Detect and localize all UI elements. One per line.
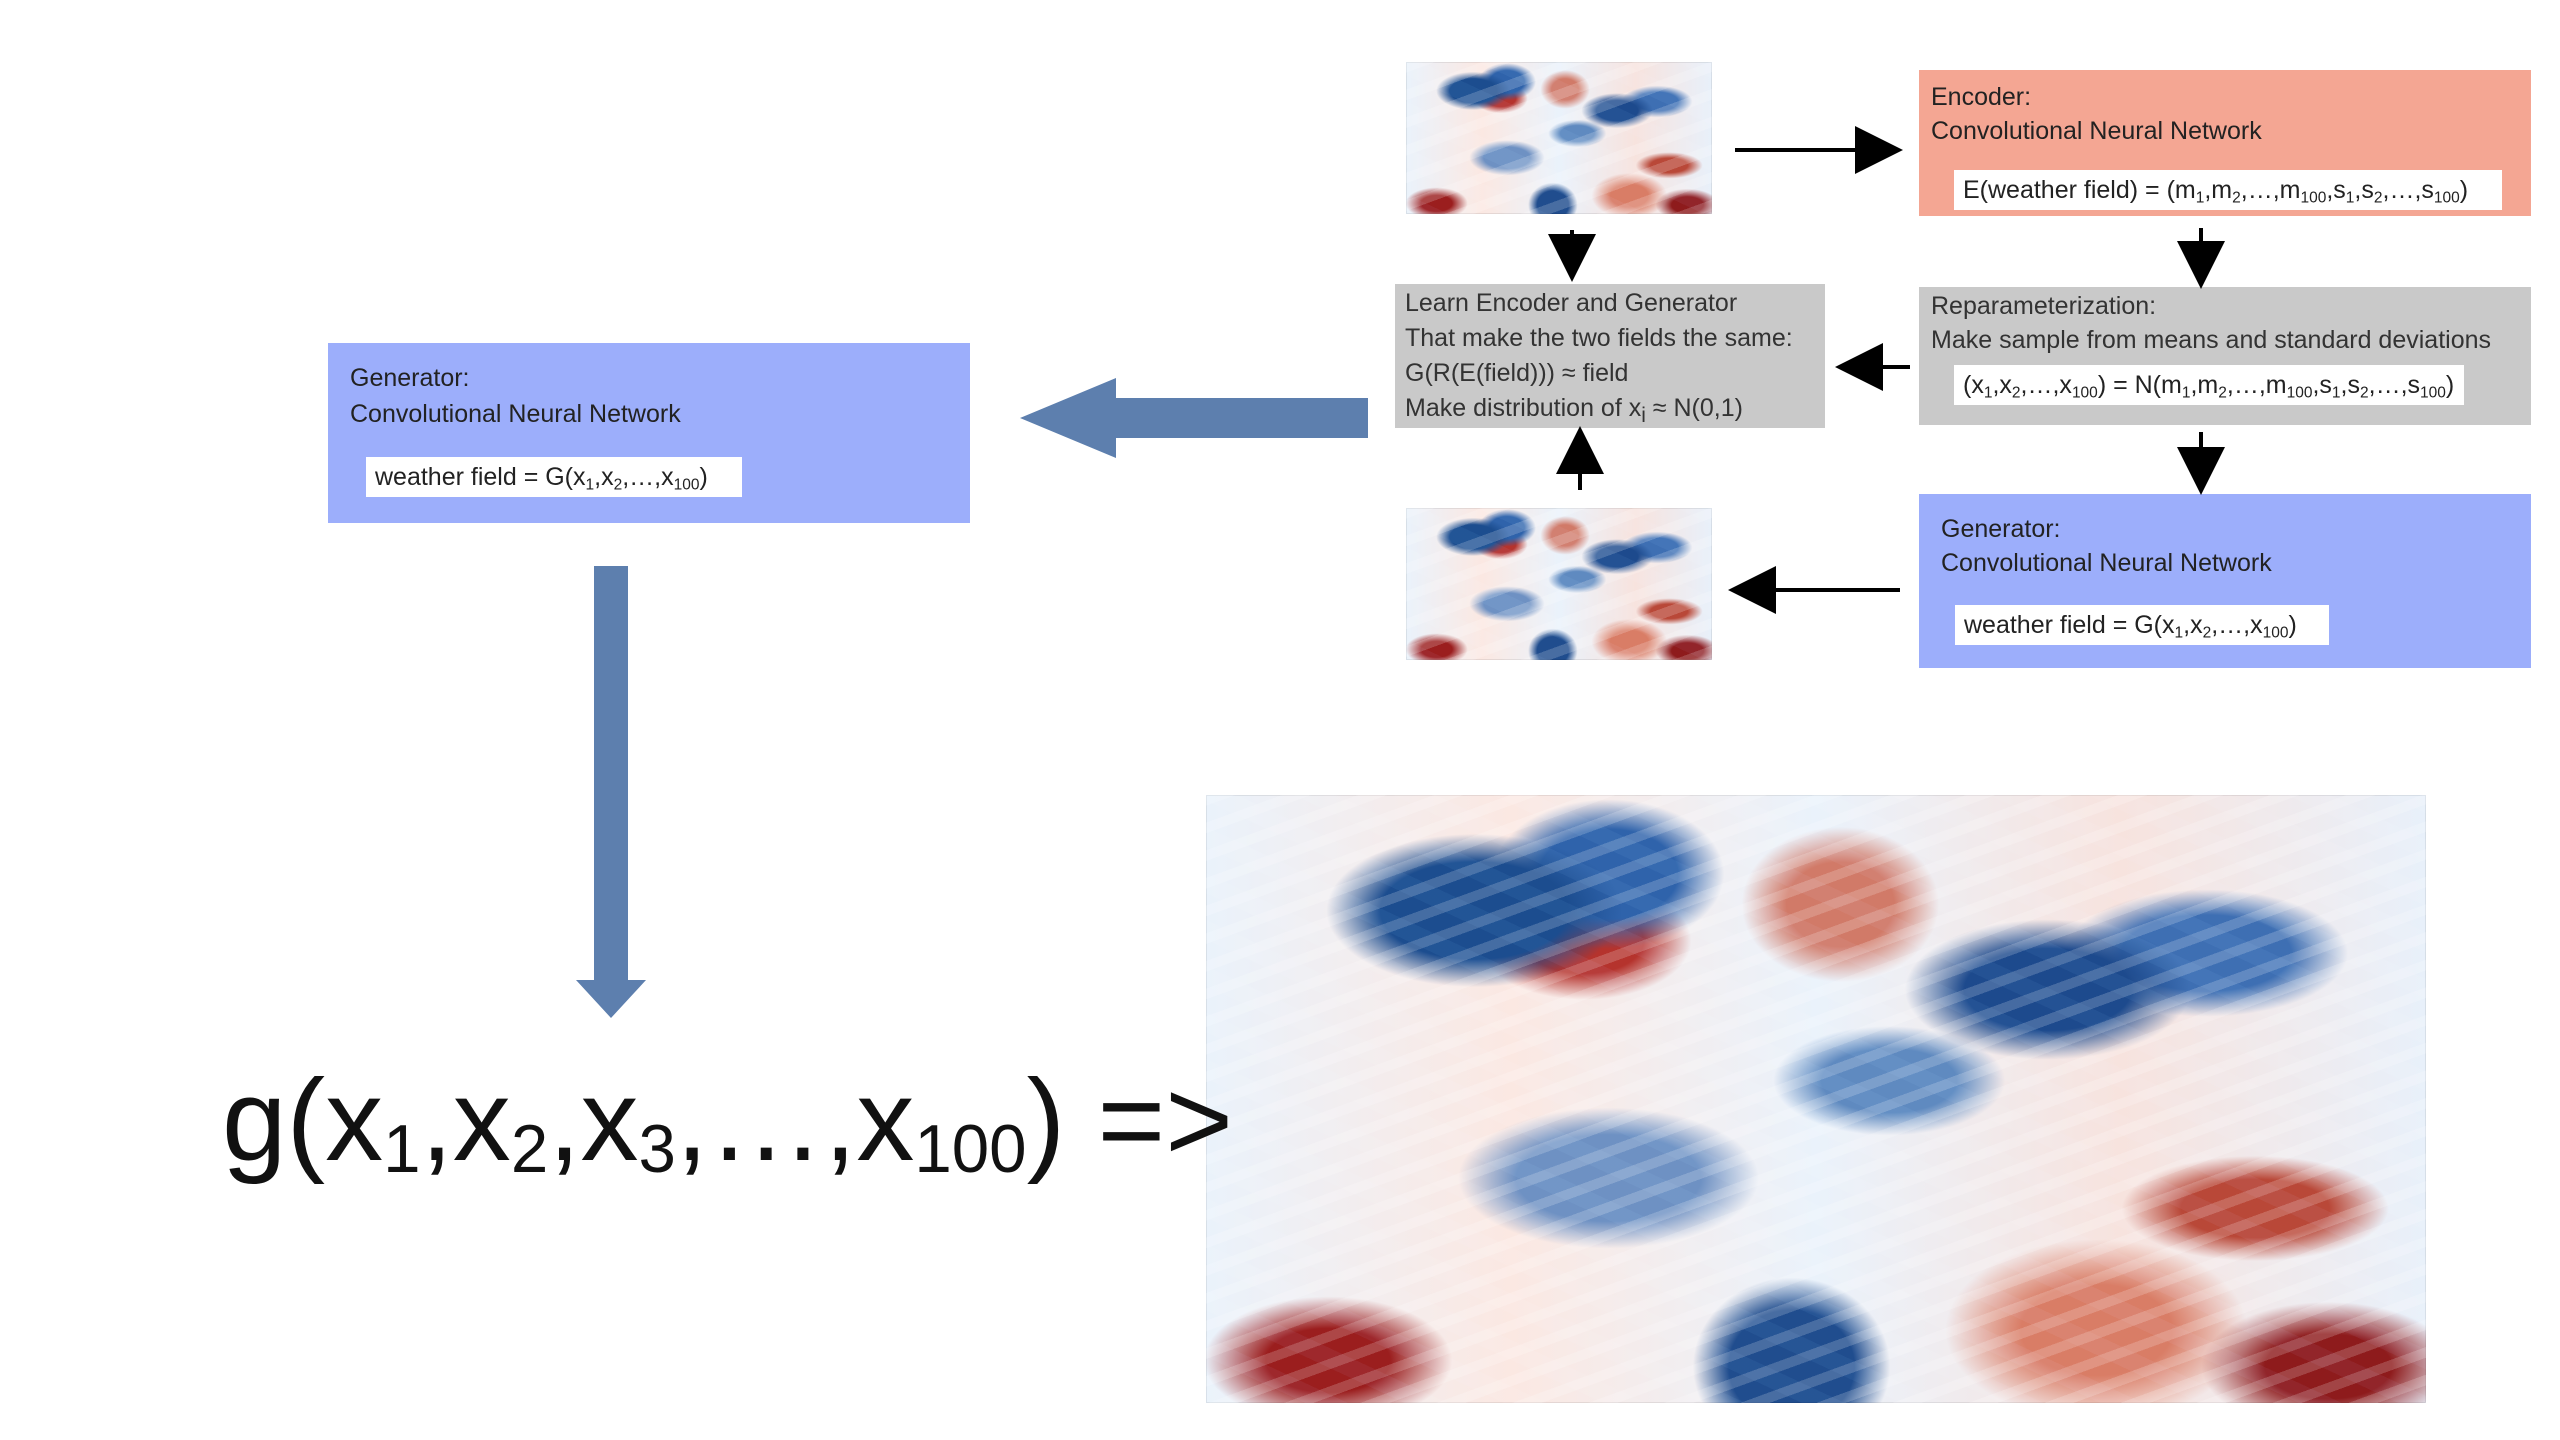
- reconstructed-weather-map: [1406, 508, 1712, 660]
- generator-title-left: Generator:: [350, 364, 470, 392]
- generator-subtitle-left: Convolutional Neural Network: [350, 400, 681, 428]
- big-left-arrow: [1020, 378, 1368, 458]
- input-weather-map: [1406, 62, 1712, 214]
- encoder-title: Encoder:: [1931, 83, 2032, 111]
- encoder-formula: E(weather field) = (m1,m2,…,m100,s1,s2,……: [1954, 170, 2502, 210]
- learn-line-1: Learn Encoder and Generator: [1405, 289, 1738, 317]
- learn-box: Learn Encoder and Generator That make th…: [1395, 284, 1825, 428]
- generated-weather-map: [1206, 795, 2426, 1403]
- generator-function-label: g(x1,x2,x3,…,x100) =>: [222, 1055, 1233, 1188]
- big-down-arrow: [576, 566, 646, 1018]
- generator-formula-left: weather field = G(x1,x2,…,x100): [366, 457, 742, 497]
- reparameterization-formula: (x1,x2,…,x100) = N(m1,m2,…,m100,s1,s2,…,…: [1954, 365, 2464, 405]
- generator-subtitle-right: Convolutional Neural Network: [1941, 549, 2272, 577]
- reparameterization-box: Reparameterization: Make sample from mea…: [1919, 287, 2531, 425]
- encoder-subtitle: Convolutional Neural Network: [1931, 117, 2262, 145]
- generator-box-right: Generator: Convolutional Neural Network …: [1919, 494, 2531, 668]
- learn-line-2: That make the two fields the same:: [1405, 324, 1793, 352]
- generator-box-left: Generator: Convolutional Neural Network …: [328, 343, 970, 523]
- learn-line-4: Make distribution of xi ≈ N(0,1): [1405, 394, 1743, 427]
- learn-line-3: G(R(E(field))) ≈ field: [1405, 359, 1629, 387]
- reparameterization-title: Reparameterization:: [1931, 292, 2157, 320]
- encoder-box: Encoder: Convolutional Neural Network E(…: [1919, 70, 2531, 216]
- generator-title-right: Generator:: [1941, 515, 2061, 543]
- reparameterization-subtitle: Make sample from means and standard devi…: [1931, 326, 2492, 354]
- generator-formula-right: weather field = G(x1,x2,…,x100): [1955, 605, 2329, 645]
